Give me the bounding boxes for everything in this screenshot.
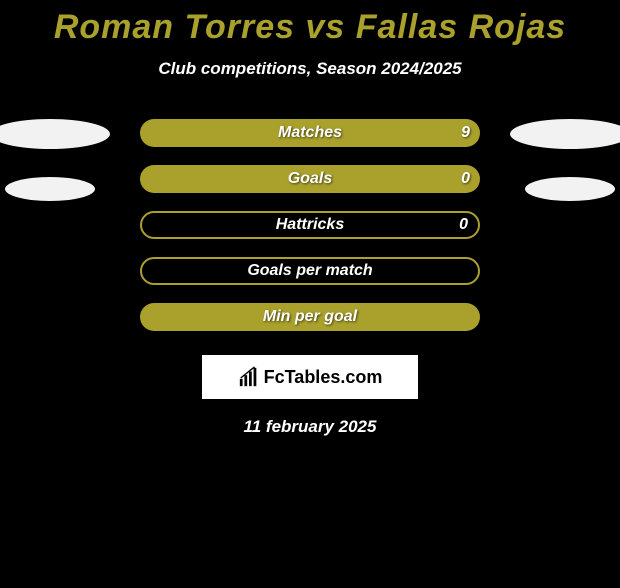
- stat-label: Hattricks: [276, 216, 344, 234]
- stat-row-hattricks: Hattricks 0: [140, 211, 480, 239]
- stat-value: 0: [461, 170, 470, 188]
- season-subtitle: Club competitions, Season 2024/2025: [0, 59, 620, 79]
- stat-rows: Matches 9 Goals 0 Hattricks 0 Goals per …: [140, 119, 480, 331]
- stat-row-goals: Goals 0: [140, 165, 480, 193]
- ellipse-decoration: [510, 119, 620, 149]
- stat-row-matches: Matches 9: [140, 119, 480, 147]
- fctables-logo[interactable]: FcTables.com: [202, 355, 418, 399]
- ellipse-decoration: [525, 177, 615, 201]
- left-decorations: [0, 119, 110, 201]
- stat-row-min-per-goal: Min per goal: [140, 303, 480, 331]
- stat-label: Min per goal: [263, 308, 357, 326]
- ellipse-decoration: [0, 119, 110, 149]
- right-decorations: [510, 119, 620, 201]
- stat-value: 0: [459, 216, 468, 234]
- stats-area: Matches 9 Goals 0 Hattricks 0 Goals per …: [0, 119, 620, 331]
- stat-row-goals-per-match: Goals per match: [140, 257, 480, 285]
- ellipse-decoration: [5, 177, 95, 201]
- stat-label: Goals per match: [247, 262, 372, 280]
- stat-label: Goals: [288, 170, 332, 188]
- comparison-title: Roman Torres vs Fallas Rojas: [0, 8, 620, 47]
- stat-value: 9: [461, 124, 470, 142]
- logo-text: FcTables.com: [264, 367, 383, 388]
- chart-icon: [238, 366, 260, 388]
- stat-label: Matches: [278, 124, 342, 142]
- date-label: 11 february 2025: [0, 417, 620, 437]
